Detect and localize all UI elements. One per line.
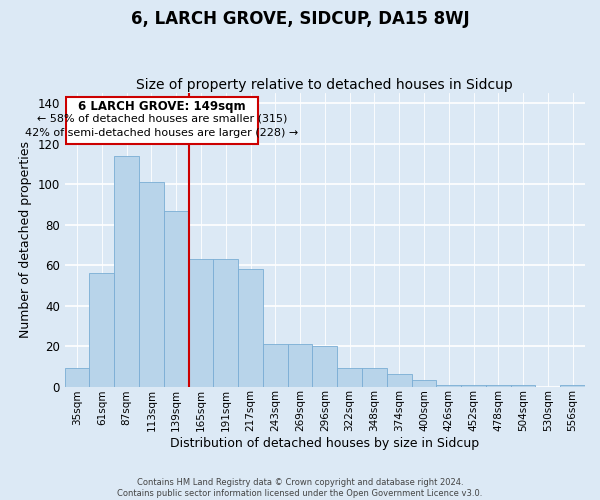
Bar [89,273,114,386]
Bar [461,384,486,386]
Bar [362,368,387,386]
Text: 6, LARCH GROVE, SIDCUP, DA15 8WJ: 6, LARCH GROVE, SIDCUP, DA15 8WJ [131,10,469,28]
Bar [313,346,337,387]
Bar [511,384,535,386]
Bar [337,368,362,386]
Bar [560,384,585,386]
Bar [214,259,238,386]
Title: Size of property relative to detached houses in Sidcup: Size of property relative to detached ho… [136,78,513,92]
Bar [139,182,164,386]
FancyBboxPatch shape [66,97,258,144]
Text: 6 LARCH GROVE: 149sqm: 6 LARCH GROVE: 149sqm [78,100,246,113]
Bar [114,156,139,386]
Text: Contains HM Land Registry data © Crown copyright and database right 2024.
Contai: Contains HM Land Registry data © Crown c… [118,478,482,498]
Bar [486,384,511,386]
Bar [188,259,214,386]
Bar [412,380,436,386]
Bar [238,269,263,386]
Bar [164,210,188,386]
X-axis label: Distribution of detached houses by size in Sidcup: Distribution of detached houses by size … [170,437,479,450]
Bar [287,344,313,387]
Bar [436,384,461,386]
Bar [263,344,287,387]
Text: ← 58% of detached houses are smaller (315): ← 58% of detached houses are smaller (31… [37,114,287,124]
Y-axis label: Number of detached properties: Number of detached properties [19,142,32,338]
Bar [65,368,89,386]
Bar [387,374,412,386]
Text: 42% of semi-detached houses are larger (228) →: 42% of semi-detached houses are larger (… [25,128,299,138]
